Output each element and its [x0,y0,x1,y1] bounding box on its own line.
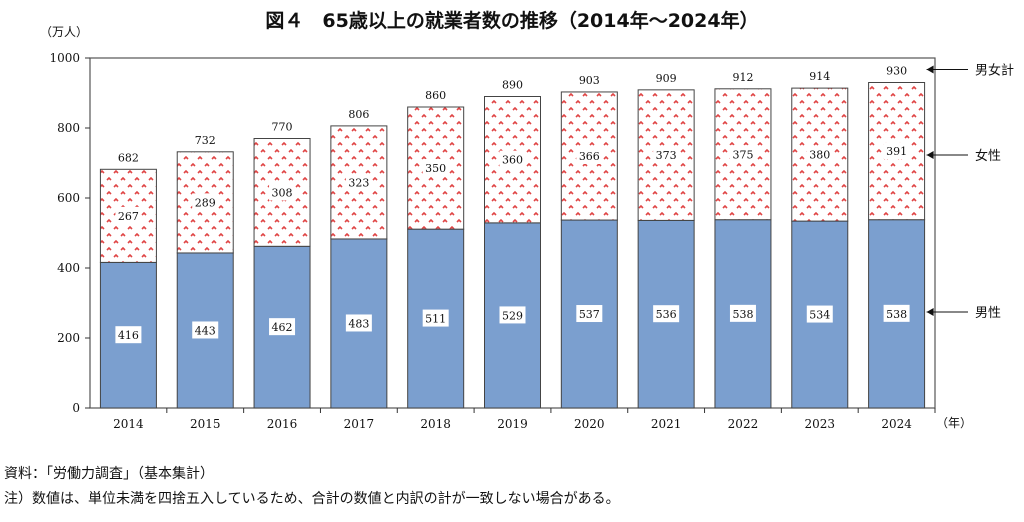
label-bg-male [729,304,756,322]
data-label-female: 360 [502,154,523,167]
label-bg-male [345,314,372,332]
data-label-female: 289 [195,196,216,209]
data-label-male: 462 [272,321,293,334]
data-label-total: 909 [656,72,677,85]
data-label-total: 930 [886,65,907,78]
chart-title: 図４ 65歳以上の就業者数の推移（2014年～2024年） [265,10,759,32]
data-label-female: 308 [272,186,293,199]
footnote: 注）数値は、単位未満を四捨五入しているため、合計の数値と内訳の計が一致しない場合… [4,491,620,507]
data-label-total: 903 [579,74,600,87]
stacked-bar-chart: （万人） （年） 0 200 400 600 800 1000 2014 416 267 682 2… [40,25,1014,431]
label-bg-female [192,193,219,211]
x-tick-label: 2020 [574,417,605,431]
legend-male-arrow-icon [926,308,934,316]
data-label-male: 537 [579,308,600,321]
data-label-female: 267 [118,210,139,223]
label-bg-female [729,145,756,163]
legend-female-label: 女性 [975,148,1001,164]
data-label-female: 373 [656,149,677,162]
label-bg-female [576,147,603,164]
x-tick-label: 2019 [497,417,528,431]
data-label-male: 538 [886,308,907,321]
data-label-male: 538 [732,308,753,321]
label-bg-female [269,183,296,201]
label-bg-female [499,150,526,168]
x-tick-label: 2017 [344,417,375,431]
y-tick-label: 400 [57,261,80,275]
label-bg-female [422,159,449,177]
label-bg-male [653,305,680,323]
x-tick-label: 2016 [267,417,298,431]
x-tick-label: 2014 [113,417,144,431]
label-bg-female [653,146,680,164]
label-bg-male [115,326,142,344]
label-bg-male [576,305,603,323]
x-tick-label: 2022 [728,417,759,431]
x-tick-label: 2018 [420,417,451,431]
x-tick-label: 2024 [881,417,912,431]
data-label-male: 416 [118,329,139,342]
x-tick-label: 2023 [804,417,835,431]
data-label-total: 914 [809,70,830,83]
y-axis-unit-label: （万人） [40,25,88,39]
y-tick-label: 800 [57,121,80,135]
data-label-female: 391 [886,145,907,158]
label-bg-female [115,206,142,224]
data-label-male: 536 [656,308,677,321]
source-note: 資料：「労働力調査」（基本集計） [4,466,214,482]
data-label-total: 860 [425,89,446,102]
label-bg-female [883,142,910,160]
data-label-male: 511 [425,313,446,326]
data-label-female: 366 [579,150,600,163]
x-axis-unit-label: （年） [936,416,972,430]
data-label-female: 375 [732,148,753,161]
y-tick-label: 200 [57,331,80,345]
label-bg-male [806,305,833,323]
label-bg-female [345,173,372,191]
data-label-female: 380 [809,149,830,162]
data-label-male: 443 [195,324,216,337]
data-label-male: 534 [809,309,830,322]
label-bg-male [883,304,910,322]
data-label-female: 323 [348,176,369,189]
label-bg-male [192,321,219,339]
data-label-total: 806 [348,108,369,121]
y-tick-label: 0 [72,401,80,415]
x-tick-label: 2015 [190,417,221,431]
data-label-male: 483 [348,317,369,330]
label-bg-female [806,145,833,163]
y-tick-label: 1000 [49,51,80,65]
x-tick-label: 2021 [651,417,682,431]
legend-male-label: 男性 [975,306,1001,321]
data-label-total: 912 [732,71,753,84]
data-label-total: 890 [502,79,523,92]
data-label-male: 529 [502,309,523,322]
data-label-total: 682 [118,151,139,164]
data-label-total: 732 [195,134,216,147]
data-label-female: 350 [425,162,446,175]
label-bg-male [422,309,449,327]
label-bg-male [499,306,526,324]
label-bg-male [269,318,296,336]
legend-total-arrow-icon [926,65,934,74]
y-tick-label: 600 [57,191,80,205]
legend-total-label: 男女計 [975,63,1014,79]
data-label-total: 770 [272,121,293,134]
legend-female-arrow-icon [926,151,934,159]
